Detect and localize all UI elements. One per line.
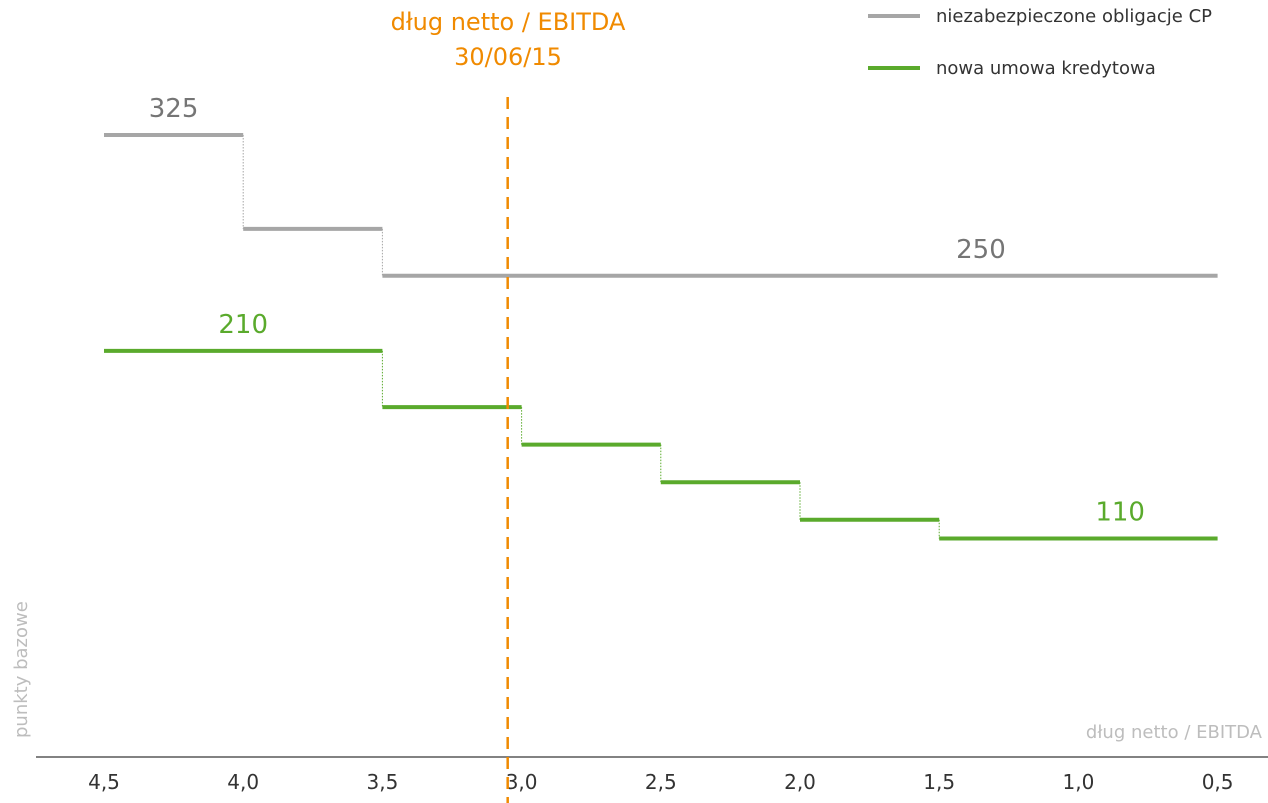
marker-title-line1: dług netto / EBITDA [391,8,626,36]
x-tick-label: 2,5 [645,770,677,794]
x-tick-label: 4,5 [88,770,120,794]
x-tick-label: 4,0 [227,770,259,794]
x-tick-label: 2,0 [784,770,816,794]
legend-label-green: nowa umowa kredytowa [936,58,1156,79]
x-tick-labels: 4,5 4,0 3,5 3,0 2,5 2,0 1,5 1,0 0,5 [88,770,1233,794]
x-tick-label: 1,5 [923,770,955,794]
x-axis-title: dług netto / EBITDA [1086,722,1263,743]
x-tick-label: 3,0 [506,770,538,794]
marker-title-line2: 30/06/15 [454,43,562,71]
value-label: 210 [218,310,268,340]
value-labels: 325 250 210 110 [149,94,1145,528]
value-label: 110 [1095,498,1145,528]
x-tick-label: 0,5 [1202,770,1234,794]
value-label: 325 [149,94,199,124]
y-axis-title: punkty bazowe [11,601,32,738]
legend-label-grey: niezabezpieczone obligacje CP [936,6,1212,27]
x-tick-label: 1,0 [1062,770,1094,794]
legend: niezabezpieczone obligacje CP nowa umowa… [868,6,1212,79]
series-layer [104,132,1218,541]
x-tick-label: 3,5 [366,770,398,794]
value-label: 250 [956,235,1006,265]
